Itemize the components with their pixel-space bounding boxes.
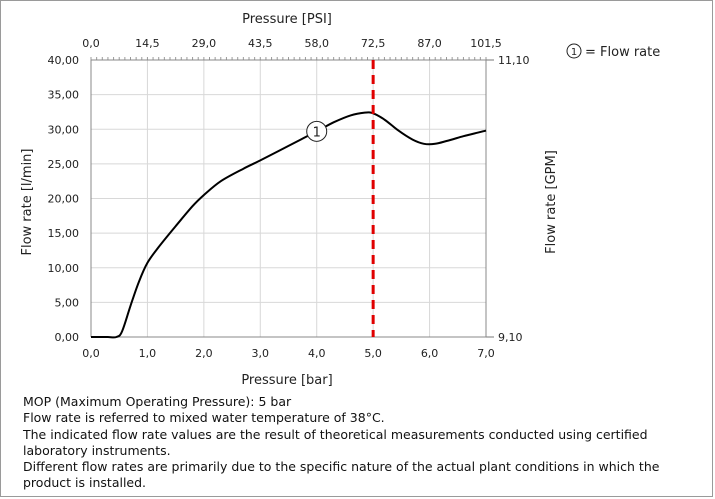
legend-marker-label: 1 [571,47,577,58]
axes [90,57,494,338]
x-tick-label: 3,0 [252,347,270,360]
y2-tick-label: 9,10 [498,331,523,344]
flow-rate-chart: 0,00 5,00 10,00 15,00 20,00 25,00 30,00 35,00 40… [20,12,660,388]
legend-marker-circle [566,43,582,59]
y-tick-label: 20,00 [48,193,80,206]
flow-rate-curve [91,111,487,339]
y-tick-label: 40,00 [48,54,80,67]
top-tick-label: 58,0 [304,37,329,50]
y-tick-label: 0,00 [55,331,80,344]
top-tick-label: 72,5 [361,37,386,50]
note-mop: MOP (Maximum Operating Pressure): 5 bar [23,394,292,409]
y-axis-title: Flow rate [l/min] [20,149,35,256]
curve-marker-label: 1 [313,125,321,140]
top-tick-label: 29,0 [192,37,217,50]
note-temperature: Flow rate is referred to mixed water tem… [23,410,385,426]
top-tick-label: 43,5 [248,37,273,50]
plot-area: 1 [91,60,487,339]
footnotes: MOP (Maximum Operating Pressure): 5 bar … [23,394,703,492]
top-tick-label: 14,5 [135,37,160,50]
x-tick-label: 0,0 [82,347,100,360]
y-tick-label: 10,00 [48,262,80,275]
top-axis-title: Pressure [PSI] [242,12,332,27]
x-tick-label: 6,0 [421,347,439,360]
x-axis-title: Pressure [bar] [241,373,332,388]
y-tick-label: 25,00 [48,158,80,171]
y2-axis-title: Flow rate [GPM] [544,150,559,254]
legend: 1 = Flow rate [566,43,660,60]
y-tick-label: 35,00 [48,89,80,102]
y-tick-label: 30,00 [48,123,80,136]
top-tick-label: 87,0 [417,37,442,50]
y-tick-label: 5,00 [55,296,80,309]
curve-marker-circle [306,120,328,142]
legend-text: = Flow rate [585,45,660,60]
tick-labels: 0,00 5,00 10,00 15,00 20,00 25,00 30,00 35,00 40… [48,37,530,360]
x-tick-label: 1,0 [139,347,157,360]
x-tick-label: 7,0 [477,347,495,360]
x-tick-label: 2,0 [195,347,213,360]
grid [90,59,487,338]
top-tick-label: 0,0 [82,37,100,50]
x-tick-label: 5,0 [364,347,382,360]
note-plant-conditions: Different flow rates are primarily due t… [23,459,660,491]
top-tick-label: 101,5 [470,37,502,50]
x-tick-label: 4,0 [308,347,326,360]
note-measurements: The indicated flow rate values are the r… [23,426,648,458]
y-tick-label: 15,00 [48,227,80,240]
y2-tick-label: 11,10 [498,54,530,67]
